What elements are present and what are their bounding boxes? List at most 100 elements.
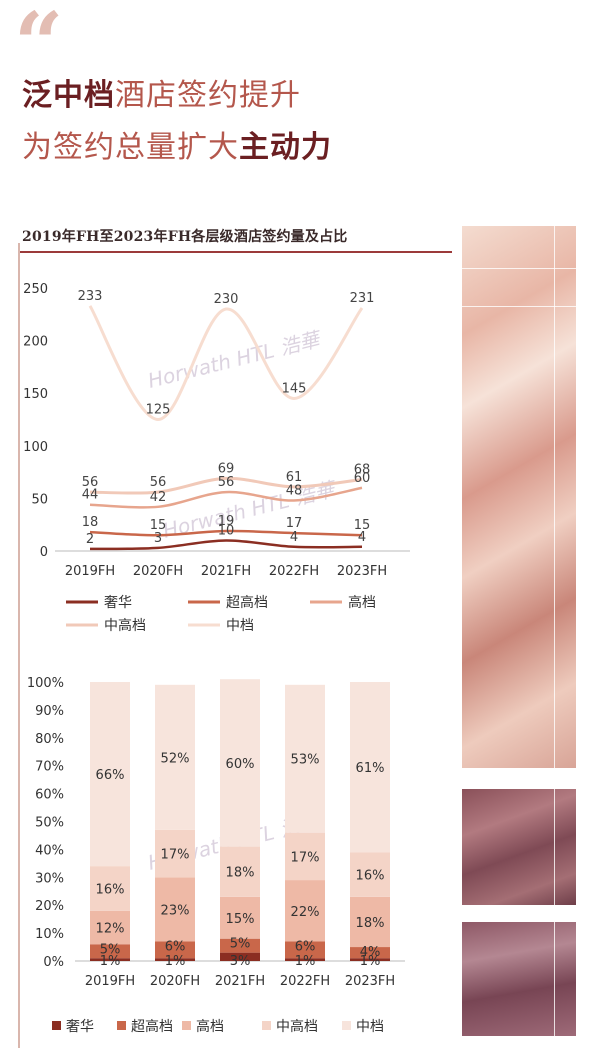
legend-item: 中档: [342, 1019, 384, 1035]
segment-label: 4%: [360, 945, 381, 960]
x-tick-label: 2023FH: [337, 564, 387, 579]
y-tick-label: 40%: [35, 843, 64, 858]
legend-swatch: [342, 1021, 351, 1030]
bar-segment-奢华: [220, 952, 260, 961]
left-rule: [18, 243, 20, 1048]
segment-label: 1%: [165, 954, 186, 969]
series-line-高档: [89, 486, 363, 509]
bar-segment-中高档: [90, 866, 130, 911]
decorative-photo-middle: [462, 789, 576, 905]
data-label: 48: [286, 484, 303, 499]
legend-label: 奢华: [66, 1019, 94, 1035]
data-label: 15: [150, 518, 167, 533]
data-label: 3: [154, 531, 162, 546]
legend-label: 中高档: [104, 617, 146, 634]
segment-label: 5%: [230, 937, 251, 952]
x-tick-label: 2019FH: [65, 564, 115, 579]
data-label: 68: [354, 462, 371, 477]
bar-segment-中高档: [285, 832, 325, 881]
bar-segment-中高档: [220, 846, 260, 897]
segment-label: 1%: [100, 954, 121, 969]
data-label: 4: [358, 530, 366, 545]
bar-segment-中档: [220, 679, 260, 847]
data-label: 230: [214, 292, 239, 307]
legend-label: 中档: [356, 1019, 384, 1035]
headline-line-1: 泛中档酒店签约提升: [22, 76, 301, 116]
bar-segment-高档: [285, 880, 325, 942]
data-label: 233: [78, 289, 103, 304]
y-tick-label: 0%: [43, 955, 64, 970]
legend-item: 奢华: [52, 1019, 94, 1035]
legend-item: 高档: [310, 594, 376, 611]
data-label: 231: [350, 291, 375, 306]
bar-segment-中档: [285, 684, 325, 833]
x-tick-label: 2022FH: [280, 974, 330, 989]
y-tick-label: 50: [31, 492, 48, 507]
x-tick-label: 2019FH: [85, 974, 135, 989]
bar-segment-高档: [350, 896, 390, 948]
legend-item: 超高档: [188, 594, 268, 611]
stacked-bar-chart: Horwath HTL 浩華0%10%20%30%40%50%60%70%80%…: [27, 676, 405, 1035]
segment-label: 52%: [161, 751, 190, 766]
segment-label: 16%: [356, 869, 385, 884]
bar-segment-中档: [155, 684, 195, 830]
data-label: 69: [218, 461, 235, 476]
data-label: 18: [82, 515, 99, 530]
data-label: 4: [290, 530, 298, 545]
series-line-奢华: [89, 539, 363, 551]
bar-segment-中档: [350, 682, 390, 853]
bar-segment-中高档: [350, 852, 390, 897]
y-tick-label: 200: [23, 335, 48, 350]
legend-label: 超高档: [226, 594, 268, 611]
legend-label: 中高档: [276, 1018, 318, 1035]
segment-label: 1%: [360, 954, 381, 969]
bar-segment-奢华: [350, 958, 390, 961]
series-line-超高档: [89, 529, 363, 537]
legend-item: 高档: [182, 1018, 224, 1035]
legend-label: 高档: [196, 1018, 224, 1035]
legend-swatch: [262, 1021, 271, 1030]
bar-segment-奢华: [90, 958, 130, 961]
bar-segment-高档: [220, 896, 260, 939]
title-rule: [18, 251, 452, 253]
data-label: 61: [286, 470, 303, 485]
data-label: 17: [286, 516, 303, 531]
y-tick-label: 100: [23, 440, 48, 455]
segment-label: 15%: [226, 912, 255, 927]
series-line-中高档: [89, 476, 363, 495]
y-tick-label: 50%: [35, 816, 64, 831]
legend-item: 中高档: [66, 617, 146, 634]
bar-segment-奢华: [285, 958, 325, 961]
bar-segment-高档: [155, 877, 195, 942]
segment-label: 17%: [161, 848, 190, 863]
data-label: 15: [354, 518, 371, 533]
segment-label: 53%: [291, 753, 320, 768]
data-label: 145: [282, 381, 307, 396]
legend-label: 中档: [226, 618, 254, 634]
y-tick-label: 100%: [27, 676, 64, 691]
y-tick-label: 250: [23, 282, 48, 297]
legend-swatch: [117, 1021, 126, 1030]
decorative-photo-bottom: [462, 922, 576, 1036]
bar-segment-超高档: [285, 941, 325, 959]
bar-segment-超高档: [155, 941, 195, 959]
y-tick-label: 70%: [35, 760, 64, 775]
segment-label: 1%: [295, 954, 316, 969]
segment-label: 17%: [291, 850, 320, 865]
series-line-中档: [88, 305, 364, 422]
y-tick-label: 20%: [35, 899, 64, 914]
y-tick-label: 90%: [35, 704, 64, 719]
x-tick-label: 2020FH: [133, 564, 183, 579]
bar-segment-奢华: [155, 958, 195, 961]
legend-label: 超高档: [131, 1018, 173, 1035]
bar-segment-超高档: [220, 938, 260, 953]
segment-label: 23%: [161, 903, 190, 918]
y-tick-label: 10%: [35, 927, 64, 942]
x-tick-label: 2023FH: [345, 974, 395, 989]
legend-item: 奢华: [66, 595, 132, 611]
legend-item: 超高档: [117, 1018, 173, 1035]
segment-label: 60%: [226, 757, 255, 772]
data-label: 56: [82, 475, 99, 490]
data-label: 56: [218, 475, 235, 490]
